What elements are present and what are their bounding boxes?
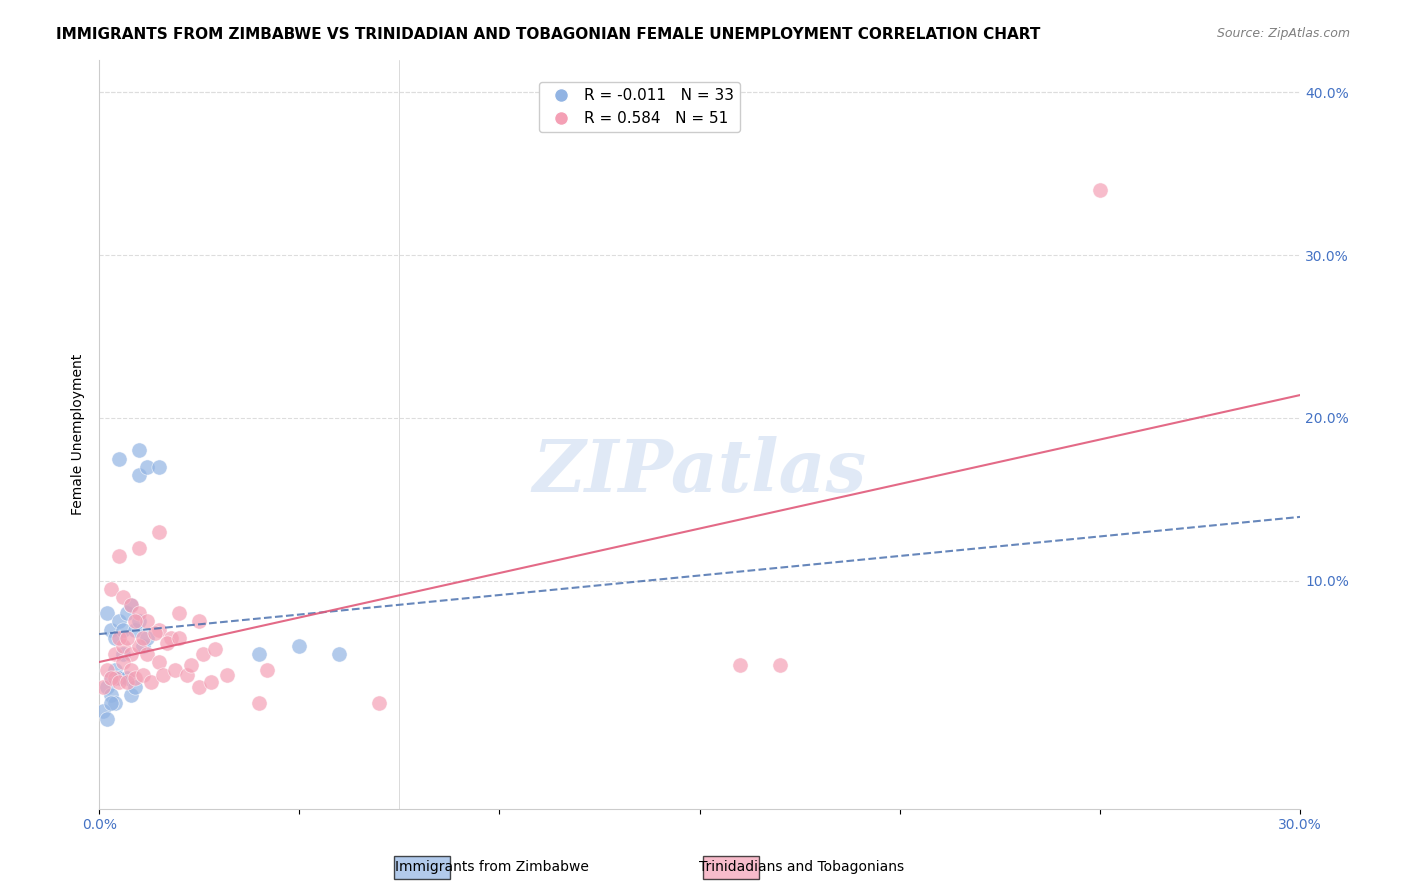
Point (132, 668, 155, 682)
Point (256, 663, 278, 677)
Point (148, 459, 170, 474)
Point (136, 615, 159, 629)
Text: Immigrants from Zimbabwe: Immigrants from Zimbabwe (395, 860, 589, 874)
Point (112, 647, 135, 661)
Point (104, 647, 127, 661)
Point (728, 658, 751, 673)
Point (176, 668, 198, 682)
Point (204, 642, 226, 657)
Point (100, 696, 122, 710)
Text: ZIPatlas: ZIPatlas (533, 436, 866, 507)
Point (148, 524, 170, 539)
Point (100, 582, 122, 596)
Point (108, 549, 131, 564)
Point (1088, 183, 1111, 197)
Point (112, 639, 135, 653)
Point (136, 459, 159, 474)
Point (200, 674, 222, 689)
Point (132, 631, 155, 645)
Point (108, 674, 131, 689)
Point (188, 615, 211, 629)
Point (108, 672, 131, 686)
Point (124, 680, 146, 694)
Point (247, 696, 270, 710)
Point (128, 607, 150, 621)
Point (104, 672, 127, 686)
Point (96, 680, 118, 694)
Point (96, 663, 118, 677)
Point (104, 663, 127, 677)
Point (104, 696, 127, 710)
Point (108, 615, 131, 629)
Y-axis label: Female Unemployment: Female Unemployment (72, 353, 86, 515)
Point (188, 680, 211, 694)
Point (120, 598, 142, 612)
Point (104, 631, 127, 645)
Point (288, 639, 311, 653)
Point (160, 631, 183, 645)
Point (108, 672, 131, 686)
Point (115, 631, 138, 645)
Point (180, 658, 202, 673)
Point (124, 615, 146, 629)
Point (120, 598, 142, 612)
Point (368, 696, 391, 710)
Point (91, 704, 114, 718)
Point (124, 672, 146, 686)
Point (148, 655, 170, 669)
Point (769, 658, 792, 673)
Point (143, 625, 166, 640)
Point (115, 672, 138, 686)
Point (165, 663, 187, 677)
Point (136, 631, 159, 645)
Point (96, 607, 118, 621)
Point (91, 680, 114, 694)
Point (128, 443, 150, 458)
Point (167, 631, 190, 645)
Point (108, 631, 131, 645)
Point (100, 688, 122, 702)
Point (136, 647, 159, 661)
Point (112, 655, 135, 669)
Point (193, 647, 215, 661)
Point (128, 615, 150, 629)
Point (128, 541, 150, 555)
Text: Source: ZipAtlas.com: Source: ZipAtlas.com (1216, 27, 1350, 40)
Point (167, 607, 190, 621)
Point (120, 688, 142, 702)
Point (328, 647, 350, 661)
Point (115, 607, 138, 621)
Point (148, 623, 170, 637)
Point (128, 467, 150, 482)
Point (247, 647, 270, 661)
Text: IMMIGRANTS FROM ZIMBABWE VS TRINIDADIAN AND TOBAGONIAN FEMALE UNEMPLOYMENT CORRE: IMMIGRANTS FROM ZIMBABWE VS TRINIDADIAN … (56, 27, 1040, 42)
Point (112, 590, 135, 604)
Point (141, 674, 163, 689)
Legend: R = -0.011   N = 33, R = 0.584   N = 51: R = -0.011 N = 33, R = 0.584 N = 51 (540, 82, 740, 132)
Point (128, 639, 150, 653)
Point (112, 623, 135, 637)
Point (152, 668, 174, 682)
Point (156, 635, 179, 649)
Text: Trinidadians and Tobagonians: Trinidadians and Tobagonians (699, 860, 904, 874)
Point (120, 647, 142, 661)
Point (108, 451, 131, 466)
Point (100, 672, 122, 686)
Point (217, 668, 239, 682)
Point (124, 623, 146, 637)
Point (100, 623, 122, 637)
Point (132, 639, 155, 653)
Point (100, 672, 122, 686)
Point (120, 663, 142, 677)
Point (96, 712, 118, 726)
Point (115, 674, 138, 689)
